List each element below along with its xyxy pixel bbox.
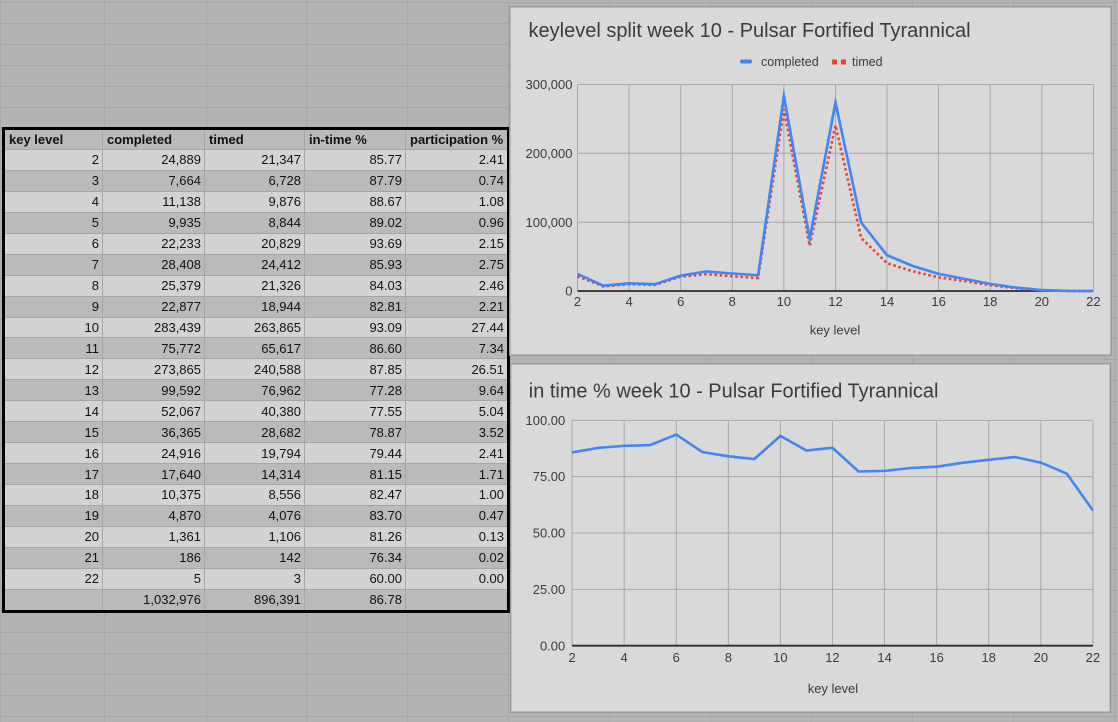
svg-text:timed: timed	[852, 55, 883, 69]
svg-text:12: 12	[828, 294, 842, 309]
svg-text:16: 16	[929, 650, 943, 665]
svg-text:2: 2	[568, 650, 575, 665]
svg-text:key level: key level	[808, 681, 859, 696]
svg-text:100,000: 100,000	[526, 215, 573, 230]
svg-text:4: 4	[621, 650, 628, 665]
svg-text:25.00: 25.00	[533, 582, 565, 597]
svg-text:22: 22	[1086, 294, 1100, 309]
svg-text:in time % week 10 - Pulsar For: in time % week 10 - Pulsar Fortified Tyr…	[529, 381, 939, 403]
svg-text:16: 16	[931, 294, 945, 309]
svg-text:18: 18	[983, 294, 997, 309]
svg-text:4: 4	[625, 294, 632, 309]
svg-text:20: 20	[1034, 650, 1048, 665]
svg-text:keylevel split week 10 - Pulsa: keylevel split week 10 - Pulsar Fortifie…	[529, 20, 971, 42]
svg-text:14: 14	[880, 294, 894, 309]
svg-text:key level: key level	[810, 323, 861, 338]
svg-text:18: 18	[981, 650, 995, 665]
svg-text:2: 2	[574, 294, 581, 309]
svg-text:75.00: 75.00	[533, 469, 565, 484]
svg-text:0: 0	[565, 284, 572, 299]
svg-text:8: 8	[729, 294, 736, 309]
svg-text:12: 12	[825, 650, 839, 665]
svg-text:10: 10	[777, 294, 791, 309]
svg-text:completed: completed	[761, 55, 819, 69]
svg-text:14: 14	[877, 650, 891, 665]
svg-text:200,000: 200,000	[526, 146, 573, 161]
svg-text:10: 10	[773, 650, 787, 665]
svg-text:100.00: 100.00	[526, 413, 566, 428]
svg-text:20: 20	[1035, 294, 1049, 309]
svg-text:8: 8	[725, 650, 732, 665]
svg-text:6: 6	[677, 294, 684, 309]
svg-text:0.00: 0.00	[540, 638, 565, 653]
svg-text:22: 22	[1086, 650, 1100, 665]
svg-text:300,000: 300,000	[526, 77, 573, 92]
svg-text:50.00: 50.00	[533, 526, 565, 541]
svg-text:6: 6	[673, 650, 680, 665]
